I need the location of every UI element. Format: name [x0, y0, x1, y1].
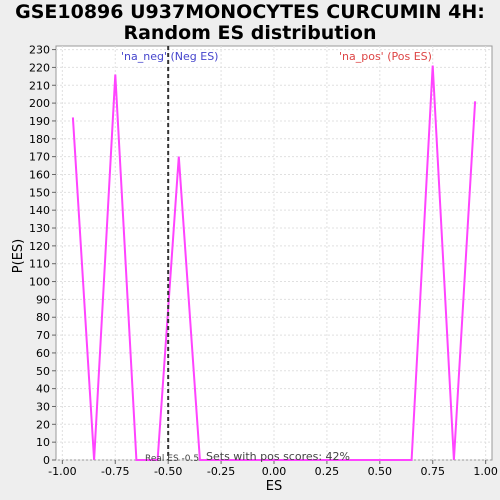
pos-label: 'na_pos' (Pos ES) — [339, 50, 432, 63]
x-tick-label: -0.25 — [207, 465, 235, 478]
y-tick-label: 180 — [29, 133, 50, 146]
y-tick-label: 40 — [36, 383, 50, 396]
pos-scores-label: Sets with pos scores: 42% — [206, 450, 350, 463]
y-tick-label: 30 — [36, 400, 50, 413]
y-axis-label: P(ES) — [11, 239, 26, 273]
series-line — [71, 65, 477, 461]
y-tick-label: 160 — [29, 168, 50, 181]
y-tick-label: 170 — [29, 151, 50, 164]
series-layer — [71, 65, 477, 461]
x-tick-label: -0.75 — [101, 465, 129, 478]
y-tick-label: 60 — [36, 347, 50, 360]
y-tick-label: 190 — [29, 115, 50, 128]
x-tick-label: 1.00 — [473, 465, 498, 478]
y-tick-label: 220 — [29, 61, 50, 74]
y-tick-label: 120 — [29, 240, 50, 253]
y-tick-label: 130 — [29, 222, 50, 235]
y-tick-label: 140 — [29, 204, 50, 217]
y-tick-label: 80 — [36, 311, 50, 324]
neg-label: 'na_neg' (Neg ES) — [121, 50, 218, 63]
chart-title-line2: Random ES distribution — [123, 22, 377, 44]
real-es-label: Real ES -0.5 — [145, 454, 199, 464]
y-tick-label: 70 — [36, 329, 50, 342]
x-tick-label: -1.00 — [48, 465, 76, 478]
y-tick-label: 150 — [29, 186, 50, 199]
y-tick-label: 210 — [29, 79, 50, 92]
y-tick-label: 0 — [43, 454, 50, 467]
chart-title: GSE10896 U937MONOCYTES CURCUMIN 4H: Rand… — [0, 2, 500, 44]
x-tick-label: 0.00 — [262, 465, 287, 478]
x-tick-label: 0.75 — [420, 465, 445, 478]
plot-area — [55, 45, 493, 461]
chart-title-line1: GSE10896 U937MONOCYTES CURCUMIN 4H: — [15, 1, 485, 23]
y-tick-label: 20 — [36, 418, 50, 431]
x-tick-label: 0.50 — [368, 465, 393, 478]
x-axis-ticks: -1.00 -0.75 -0.50 -0.25 0.00 0.25 0.50 0.75 1.00 — [48, 460, 498, 478]
x-tick-label: -0.50 — [154, 465, 182, 478]
y-tick-label: 110 — [29, 258, 50, 271]
grid-lines — [56, 46, 492, 461]
y-tick-label: 200 — [29, 97, 50, 110]
y-tick-label: 10 — [36, 436, 50, 449]
y-tick-label: 100 — [29, 276, 50, 289]
y-tick-label: 230 — [29, 44, 50, 57]
x-axis-label: ES — [266, 479, 282, 494]
y-axis-ticks: 0 10 20 30 40 50 60 70 80 90 100 110 120 130 140 150 160… — [29, 44, 56, 467]
y-tick-label: 90 — [36, 293, 50, 306]
x-tick-label: 0.25 — [315, 465, 340, 478]
y-tick-label: 50 — [36, 365, 50, 378]
